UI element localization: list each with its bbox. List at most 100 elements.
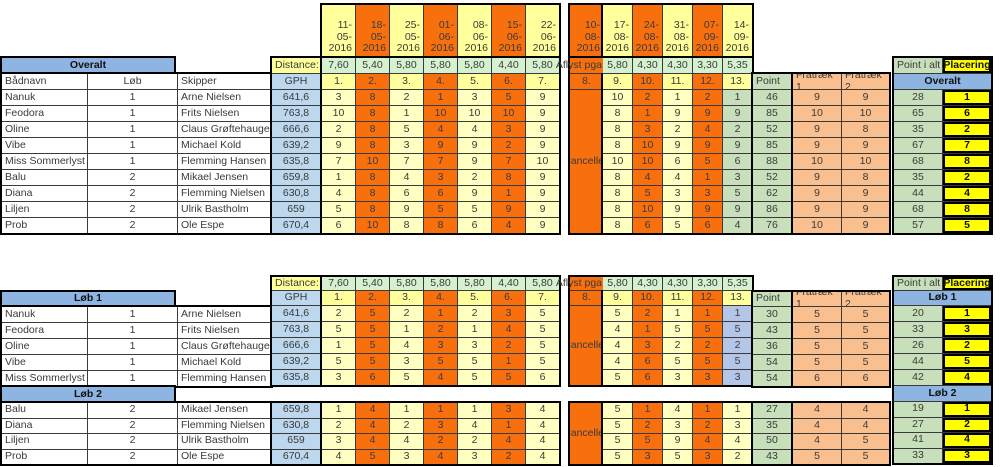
race-score-cell[interactable]: 5 (526, 322, 559, 337)
race-score-cell[interactable]: 4 (390, 434, 423, 449)
race-score-cell[interactable]: 1 (424, 90, 457, 105)
fratraek-cell[interactable]: 9 (793, 90, 841, 105)
boat-name-cell[interactable]: Nanuk (2, 307, 87, 322)
race-score-cell[interactable]: 4 (526, 434, 559, 449)
race-score-cell[interactable]: 4 (693, 434, 722, 449)
distance-cell[interactable]: 5,80 (424, 58, 457, 73)
race-score-cell[interactable]: 3 (492, 306, 525, 321)
race-score-cell[interactable]: 5 (603, 370, 632, 385)
race-score-cell[interactable]: 3 (424, 170, 457, 185)
distance-cell[interactable]: 3,30 (693, 58, 722, 73)
race-score-cell[interactable]: 6 (424, 186, 457, 201)
distance-cell[interactable]: 7,60 (322, 277, 355, 290)
race-score-cell[interactable]: 2 (424, 434, 457, 449)
boat-name-cell[interactable]: Prob (2, 218, 87, 233)
race-score-cell[interactable]: 6 (633, 370, 662, 385)
race-score-cell[interactable]: 2 (492, 338, 525, 353)
race-score-cell[interactable]: 9 (693, 202, 722, 217)
race-score-cell[interactable]: 1 (492, 354, 525, 369)
race-score-cell[interactable]: 2 (390, 306, 423, 321)
race-score-cell[interactable]: 5 (526, 354, 559, 369)
race-score-cell[interactable]: 5 (356, 449, 389, 464)
distance-cell[interactable]: 4,40 (492, 277, 525, 290)
race-score-cell[interactable]: 9 (526, 186, 559, 201)
lob-cell[interactable]: 2 (88, 418, 177, 433)
race-score-cell[interactable]: 5 (356, 338, 389, 353)
race-score-cell[interactable]: 5 (356, 322, 389, 337)
point-cell[interactable]: 52 (753, 170, 791, 185)
boat-name-cell[interactable]: Nanuk (2, 90, 87, 105)
column-header-skipper[interactable]: Skipper (178, 74, 271, 89)
race-score-cell[interactable]: 6 (693, 218, 722, 233)
race-score-cell[interactable]: 9 (723, 138, 752, 153)
gph-cell[interactable]: 763,8 (272, 106, 320, 121)
race-number-cell[interactable]: 9. (603, 74, 632, 89)
section-header-lob2[interactable]: Løb 2 (894, 386, 991, 401)
race-score-cell[interactable]: 4 (424, 370, 457, 385)
race-number-cell[interactable]: 7. (526, 74, 559, 89)
cancelled-cell[interactable]: Cancelled (570, 306, 603, 385)
point-cell[interactable]: 62 (753, 186, 791, 201)
race-score-cell[interactable]: 4 (603, 338, 632, 353)
race-score-cell[interactable]: 4 (603, 322, 632, 337)
distance-cell[interactable]: 4,30 (633, 277, 662, 290)
fratraek-cell[interactable]: 5 (793, 307, 841, 322)
lob-cell[interactable]: 1 (88, 154, 177, 169)
placering-cell[interactable]: 6 (943, 106, 991, 121)
date-header-cell[interactable]: 10- 08- 2016 (570, 5, 603, 57)
race-score-cell[interactable]: 9 (526, 202, 559, 217)
race-number-cell[interactable]: 10. (633, 74, 662, 89)
race-score-cell[interactable]: 8 (492, 170, 525, 185)
race-score-cell[interactable]: 4 (424, 122, 457, 137)
race-score-cell[interactable]: 3 (458, 338, 491, 353)
race-number-cell[interactable]: 4. (424, 74, 457, 89)
lob-cell[interactable]: 2 (88, 170, 177, 185)
race-score-cell[interactable]: 5 (322, 322, 355, 337)
race-score-cell[interactable]: 5 (492, 90, 525, 105)
gph-cell[interactable]: 659 (272, 434, 320, 449)
race-score-cell[interactable]: 8 (603, 202, 632, 217)
race-score-cell[interactable]: 1 (723, 90, 752, 105)
race-score-cell[interactable]: 9 (492, 202, 525, 217)
fratraek-cell[interactable]: 5 (842, 434, 889, 449)
race-score-cell[interactable]: 2 (458, 434, 491, 449)
placering-cell[interactable]: 8 (943, 202, 991, 217)
aflyst-label[interactable]: Aflyst pga (555, 276, 603, 290)
fratraek-cell[interactable]: 5 (842, 339, 889, 354)
race-score-cell[interactable]: 4 (390, 338, 423, 353)
race-score-cell[interactable]: 4 (633, 170, 662, 185)
race-score-cell[interactable]: 9 (723, 202, 752, 217)
fratraek-cell[interactable]: 4 (793, 434, 841, 449)
placering-cell[interactable]: 4 (943, 433, 991, 448)
race-score-cell[interactable]: 2 (458, 306, 491, 321)
gph-cell[interactable]: 666,6 (272, 338, 320, 353)
point-cell[interactable]: 54 (753, 355, 791, 370)
race-score-cell[interactable]: 1 (390, 403, 423, 418)
race-score-cell[interactable]: 5 (693, 154, 722, 169)
fratraek-cell[interactable]: 9 (842, 90, 889, 105)
fratraek-cell[interactable]: 9 (793, 202, 841, 217)
race-number-cell[interactable]: 2. (356, 74, 389, 89)
race-score-cell[interactable]: 5 (390, 122, 423, 137)
skipper-cell[interactable]: Ulrik Bastholm (178, 202, 271, 217)
gph-cell[interactable]: 641,6 (272, 306, 320, 321)
point-cell[interactable]: 85 (753, 138, 791, 153)
distance-cell[interactable]: 5,80 (603, 277, 632, 290)
race-score-cell[interactable]: 3 (458, 90, 491, 105)
race-score-cell[interactable]: 7 (424, 154, 457, 169)
race-number-cell[interactable]: 10. (633, 291, 662, 305)
race-score-cell[interactable]: 7 (322, 154, 355, 169)
race-score-cell[interactable]: 4 (322, 449, 355, 464)
lob-cell[interactable]: 1 (88, 307, 177, 322)
placering-cell[interactable]: 3 (943, 448, 991, 463)
race-score-cell[interactable]: 10 (458, 106, 491, 121)
race-score-cell[interactable]: 1 (492, 186, 525, 201)
race-score-cell[interactable]: 9 (723, 106, 752, 121)
race-score-cell[interactable]: 4 (693, 122, 722, 137)
race-score-cell[interactable]: 1 (693, 170, 722, 185)
race-score-cell[interactable]: 5 (356, 354, 389, 369)
gph-cell[interactable]: 670,4 (272, 449, 320, 464)
aflyst-label[interactable]: Aflyst pga (556, 58, 603, 73)
race-score-cell[interactable]: 7 (492, 154, 525, 169)
fratraek-cell[interactable]: 5 (842, 355, 889, 370)
